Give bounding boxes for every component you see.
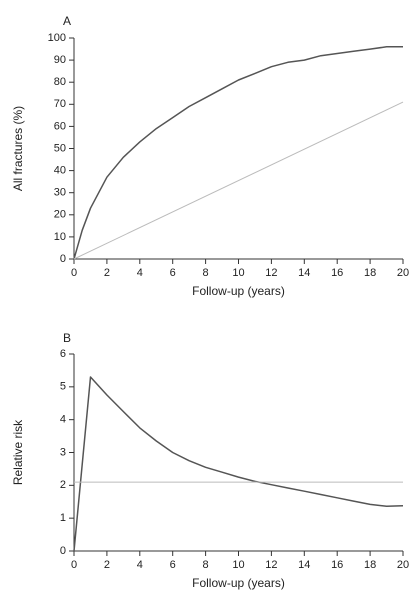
x-tick-label: 10 [232, 267, 244, 279]
y-tick-label: 100 [48, 32, 66, 44]
panel-label: B [63, 331, 71, 345]
x-tick-label: 12 [265, 559, 277, 571]
x-tick-label: 0 [71, 267, 77, 279]
y-tick-label: 10 [54, 231, 66, 243]
y-axis-title: Relative risk [11, 419, 25, 485]
x-tick-label: 0 [71, 559, 77, 571]
x-tick-label: 12 [265, 267, 277, 279]
y-tick-label: 3 [60, 446, 66, 458]
y-tick-label: 80 [54, 76, 66, 88]
x-tick-label: 14 [298, 559, 310, 571]
x-tick-label: 6 [170, 267, 176, 279]
x-tick-label: 6 [170, 559, 176, 571]
x-tick-label: 10 [232, 559, 244, 571]
y-tick-label: 50 [54, 142, 66, 154]
y-tick-label: 6 [60, 348, 66, 360]
y-tick-label: 60 [54, 120, 66, 132]
y-tick-label: 4 [60, 414, 66, 426]
y-tick-label: 0 [60, 545, 66, 557]
y-tick-label: 30 [54, 187, 66, 199]
y-tick-label: 2 [60, 479, 66, 491]
x-tick-label: 2 [104, 559, 110, 571]
x-axis-title: Follow-up (years) [192, 576, 285, 590]
series-line-main [73, 46, 403, 260]
x-tick-label: 20 [397, 559, 409, 571]
y-tick-label: 0 [60, 253, 66, 265]
x-tick-label: 8 [203, 559, 209, 571]
x-tick-label: 2 [104, 267, 110, 279]
x-tick-label: 16 [331, 267, 343, 279]
y-tick-label: 5 [60, 381, 66, 393]
x-tick-label: 16 [331, 559, 343, 571]
x-tick-label: 18 [364, 559, 376, 571]
x-axis-title: Follow-up (years) [192, 284, 285, 298]
series-line-reference [73, 101, 404, 260]
x-tick-label: 4 [137, 559, 143, 571]
y-tick-label: 90 [54, 54, 66, 66]
panel-label: A [63, 14, 71, 28]
x-tick-label: 8 [203, 267, 209, 279]
y-tick-label: 1 [60, 512, 66, 524]
x-tick-label: 14 [298, 267, 310, 279]
x-tick-label: 4 [137, 267, 143, 279]
panel-a: A 0 10 20 30 40 50 60 70 80 90 100 0 2 4 6 8 10 12 14 16 18 20… [11, 14, 409, 298]
y-tick-label: 40 [54, 165, 66, 177]
x-tick-label: 18 [364, 267, 376, 279]
x-tick-label: 20 [397, 267, 409, 279]
y-tick-label: 20 [54, 209, 66, 221]
y-tick-label: 70 [54, 98, 66, 110]
series-line-main [73, 376, 404, 552]
y-axis-title: All fractures (%) [11, 106, 25, 191]
